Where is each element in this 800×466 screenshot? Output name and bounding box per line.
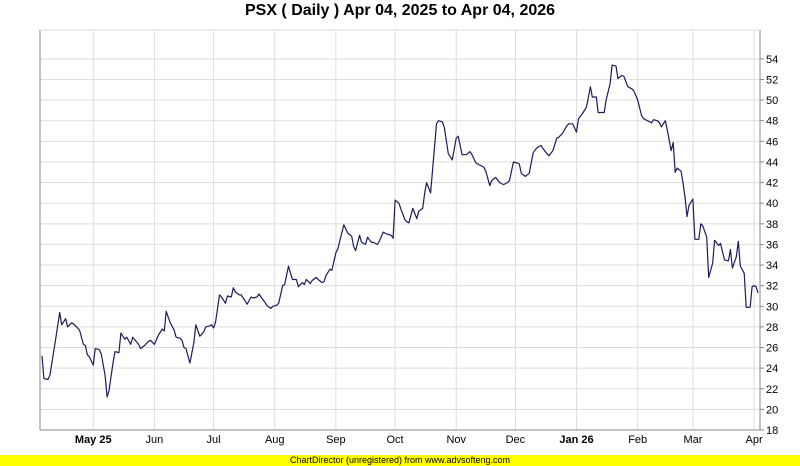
y-tick-label: 28	[766, 322, 778, 334]
y-tick-label: 42	[766, 178, 778, 190]
y-tick-label: 22	[766, 384, 778, 396]
y-tick-label: 38	[766, 219, 778, 231]
x-tick-label: Oct	[387, 434, 404, 446]
y-tick-label: 50	[766, 95, 778, 107]
x-tick-label: Apr	[746, 434, 763, 446]
plot-area	[40, 30, 760, 430]
x-tick-label: May 25	[75, 434, 112, 446]
y-tick-label: 32	[766, 281, 778, 293]
y-tick-label: 48	[766, 116, 778, 128]
y-tick-label: 52	[766, 74, 778, 86]
x-tick-label: Jun	[146, 434, 164, 446]
x-tick-label: Aug	[265, 434, 285, 446]
y-tick-label: 44	[766, 157, 778, 169]
x-tick-label: Mar	[683, 434, 702, 446]
x-tick-label: Jan 26	[559, 434, 593, 446]
y-tick-label: 54	[766, 54, 778, 66]
x-tick-label: Sep	[326, 434, 346, 446]
chart-title: PSX ( Daily ) Apr 04, 2025 to Apr 04, 20…	[244, 2, 556, 19]
y-tick-label: 36	[766, 239, 778, 251]
x-tick-label: Jul	[207, 434, 221, 446]
price-line	[41, 64, 759, 398]
y-tick-label: 30	[766, 301, 778, 313]
x-tick-label: Feb	[628, 434, 647, 446]
y-tick-label: 34	[766, 260, 778, 272]
y-tick-label: 24	[766, 363, 778, 375]
footer-banner: ChartDirector (unregistered) from www.ad…	[0, 455, 800, 466]
y-tick-label: 26	[766, 343, 778, 355]
y-tick-label: 46	[766, 136, 778, 148]
x-tick-label: Dec	[506, 434, 526, 446]
y-tick-label: 20	[766, 404, 778, 416]
price-chart: 18 20 22 24 26 28 30 32 34 36 38 40 42 44 46 48 50 52 54 Ma…	[39, 29, 778, 446]
y-tick-label: 18	[766, 425, 778, 437]
y-tick-label: 40	[766, 198, 778, 210]
x-tick-label: Nov	[446, 434, 466, 446]
